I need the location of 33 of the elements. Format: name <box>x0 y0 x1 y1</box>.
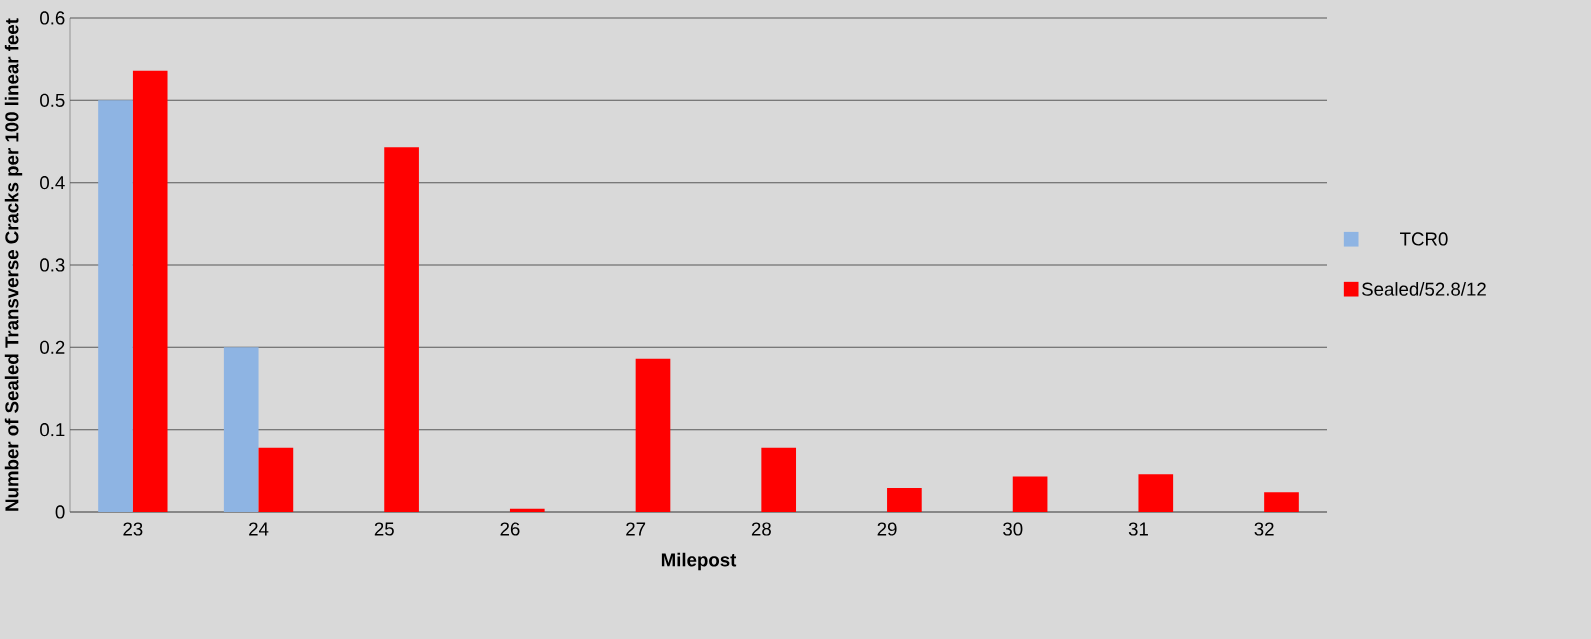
bar <box>258 447 294 512</box>
y-axis-title: Number of Sealed Transverse Cracks per 100 linear feet <box>4 18 23 511</box>
bar <box>761 447 797 512</box>
x-tick-label: 32 <box>1254 522 1274 536</box>
bar <box>509 508 545 512</box>
y-tick-label: 0.4 <box>40 176 65 190</box>
bar <box>384 147 419 512</box>
bar <box>635 358 671 512</box>
x-tick-label: 24 <box>249 522 269 536</box>
y-tick-label: 0.6 <box>40 11 65 25</box>
y-tick-label: 0.5 <box>40 93 65 107</box>
y-tick-label: 0.3 <box>40 258 65 272</box>
x-tick-label: 30 <box>1003 522 1023 536</box>
x-tick-label: 31 <box>1128 522 1148 536</box>
bar <box>1138 474 1174 512</box>
bar <box>1264 492 1299 512</box>
bar <box>887 488 922 512</box>
bar <box>1012 476 1048 512</box>
y-tick-label: 0 <box>55 505 65 519</box>
bar <box>132 70 168 512</box>
x-tick-label: 23 <box>123 522 143 536</box>
x-tick-label: 27 <box>626 522 646 536</box>
x-tick-label: 29 <box>877 522 897 536</box>
bar <box>98 100 133 512</box>
x-tick-label: 26 <box>500 522 520 536</box>
legend-label: Sealed/52.8/12 <box>1362 282 1486 296</box>
y-tick-label: 0.1 <box>40 423 65 437</box>
x-tick-label: 28 <box>751 522 771 536</box>
x-tick-label: 25 <box>374 522 394 536</box>
x-axis-title: Milepost <box>661 552 737 571</box>
bar <box>223 347 259 512</box>
y-tick-label: 0.2 <box>40 340 65 354</box>
legend-label: TCR0 <box>1400 232 1448 246</box>
